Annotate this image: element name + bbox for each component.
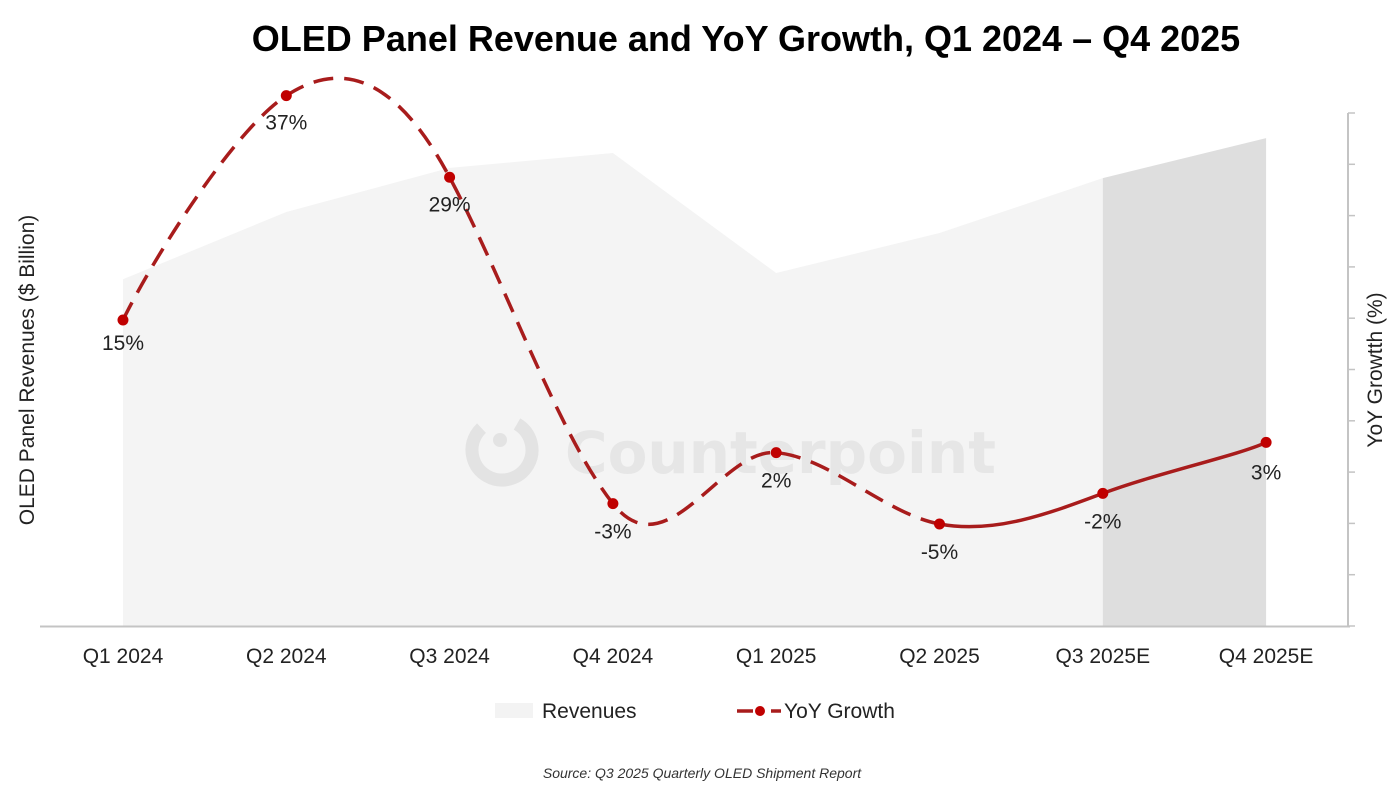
revenue-area-actual [123,153,1103,626]
x-tick-label: Q2 2025 [899,645,980,668]
yoy-growth-data-label: -2% [1084,510,1121,533]
counterpoint-logo-icon [465,413,539,487]
yoy-growth-point [1097,487,1109,499]
revenue-area-group [123,138,1267,626]
x-tick-label: Q2 2024 [246,645,327,668]
yoy-growth-data-label: 2% [761,470,791,493]
chart-title: OLED Panel Revenue and YoY Growth, Q1 20… [252,18,1240,59]
x-tick-label: Q3 2024 [409,645,490,668]
x-tick-labels: Q1 2024 Q2 2024 Q3 2024 Q4 2024 Q1 2025 Q2 20… [83,645,1314,668]
revenue-area-forecast [1102,138,1267,626]
y-right-axis-title: YoY Growtth (%) [1364,292,1387,447]
yoy-growth-point [934,518,945,530]
yoy-growth-point [280,90,292,102]
right-axis-ticks [1348,112,1355,627]
yoy-growth-data-label: -5% [921,541,958,564]
y-left-axis-title: OLED Panel Revenues ($ Billion) [16,215,39,526]
legend-label-yoy-growth: YoY Growth [784,700,895,723]
yoy-growth-point [607,498,619,510]
yoy-growth-line-dashed [121,76,940,526]
x-tick-label: Q1 2024 [83,645,164,668]
yoy-growth-data-label: -3% [594,521,631,544]
legend: Revenues YoY Growth [495,700,895,723]
legend-swatch-marker [755,706,765,716]
x-tick-label: Q1 2025 [736,645,817,668]
yoy-growth-point [444,171,456,183]
x-tick-label: Q4 2025E [1219,645,1314,668]
legend-swatch-revenues [495,703,533,718]
legend-label-revenues: Revenues [542,700,637,723]
yoy-growth-data-label: 3% [1251,461,1281,484]
yoy-growth-data-label: 37% [265,112,307,135]
yoy-growth-data-label: 15% [102,332,144,355]
legend-item-revenues[interactable]: Revenues [495,700,637,723]
yoy-growth-point [770,447,782,459]
yoy-growth-line-group: 15% 37% 29% -3% 2% -5% -2% 3% [102,76,1281,564]
x-tick-label: Q3 2025E [1056,645,1151,668]
legend-item-yoy-growth[interactable]: YoY Growth [737,700,895,723]
x-tick-label: Q4 2024 [573,645,654,668]
source-note: Source: Q3 2025 Quarterly OLED Shipment … [543,765,862,781]
yoy-growth-point [117,314,129,326]
yoy-growth-data-label: 29% [429,193,471,216]
yoy-growth-point [1260,436,1272,448]
